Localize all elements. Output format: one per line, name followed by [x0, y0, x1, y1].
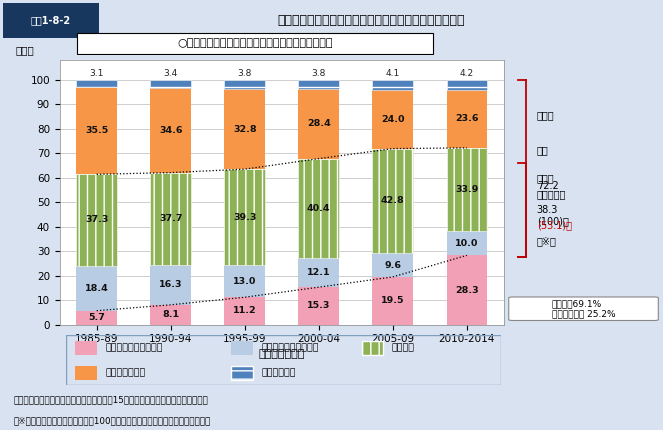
Text: 4.1: 4.1 [386, 69, 400, 78]
FancyBboxPatch shape [231, 366, 253, 380]
Text: 8.1: 8.1 [162, 310, 179, 319]
Text: 11.2: 11.2 [233, 307, 257, 316]
Text: 3.8: 3.8 [237, 69, 252, 77]
Bar [76, 174, 117, 266]
Text: 28.4: 28.4 [307, 120, 331, 129]
Text: (53.1)％: (53.1)％ [537, 220, 572, 230]
Text: 10.0: 10.0 [455, 239, 479, 248]
Text: ○約５割の女性が出産・育児により離職している。: ○約５割の女性が出産・育児により離職している。 [178, 38, 333, 48]
Text: （％）: （％） [15, 45, 34, 55]
Bar [446, 255, 487, 325]
Text: 3.1: 3.1 [90, 69, 104, 78]
Text: 16.3: 16.3 [159, 280, 182, 289]
Text: 就業継続（育休なし）: 就業継続（育休なし） [262, 344, 319, 353]
Text: (100)％: (100)％ [537, 216, 569, 226]
Bar [373, 277, 413, 325]
Bar [373, 149, 413, 253]
Bar [76, 87, 117, 174]
Text: 5.7: 5.7 [88, 313, 105, 322]
Bar [151, 305, 191, 325]
Text: 出産前: 出産前 [537, 110, 554, 120]
FancyBboxPatch shape [361, 341, 383, 355]
Text: 18.4: 18.4 [85, 284, 109, 293]
Text: 13.0: 13.0 [233, 277, 257, 286]
Text: 23.6: 23.6 [455, 114, 479, 123]
Text: 40.4: 40.4 [307, 203, 331, 212]
FancyBboxPatch shape [78, 33, 433, 54]
Text: 37.3: 37.3 [85, 215, 108, 224]
Bar [151, 80, 191, 88]
FancyBboxPatch shape [231, 341, 253, 355]
Text: 12.1: 12.1 [307, 268, 331, 277]
Text: 9.6: 9.6 [385, 261, 401, 270]
Bar [224, 80, 265, 89]
Text: 有職: 有職 [537, 145, 548, 156]
Text: 39.3: 39.3 [233, 213, 257, 222]
Text: （※）: （※） [537, 236, 557, 246]
Text: 第１子出生年別にみた、第１子出産前後の妻の就業変化: 第１子出生年別にみた、第１子出産前後の妻の就業変化 [278, 14, 465, 27]
Bar [298, 80, 339, 89]
Bar [151, 88, 191, 172]
Text: 28.3: 28.3 [455, 286, 479, 295]
Bar [446, 148, 487, 231]
Bar [224, 89, 265, 169]
Text: 出産退職: 出産退職 [392, 344, 415, 353]
Text: 38.3: 38.3 [537, 205, 558, 215]
Text: その他・不詳: その他・不詳 [262, 368, 296, 377]
Text: 19.5: 19.5 [381, 296, 404, 305]
Bar [373, 90, 413, 149]
Text: 24.0: 24.0 [381, 115, 404, 124]
Bar [298, 89, 339, 159]
Bar [446, 90, 487, 148]
Text: 正規の職69.1%
パート・派遣 25.2%: 正規の職69.1% パート・派遣 25.2% [552, 299, 615, 319]
Bar [298, 287, 339, 325]
FancyBboxPatch shape [75, 366, 97, 380]
FancyBboxPatch shape [75, 341, 97, 355]
Bar [151, 172, 191, 265]
Text: 3.4: 3.4 [164, 69, 178, 77]
Bar [76, 311, 117, 325]
Bar [151, 265, 191, 305]
Bar [224, 169, 265, 265]
Text: 33.9: 33.9 [455, 185, 479, 194]
Bar [446, 231, 487, 255]
Text: 4.2: 4.2 [460, 69, 474, 78]
Text: 妊娠前から無職: 妊娠前から無職 [105, 368, 146, 377]
Bar [298, 258, 339, 287]
Bar [373, 80, 413, 90]
Text: 出産後: 出産後 [537, 173, 554, 184]
Bar [224, 265, 265, 297]
Text: 継続就業率: 継続就業率 [537, 189, 566, 199]
Text: （※）（　）内は出産前有職者を100として、出産後の継続就業者の割合を算出: （※）（ ）内は出産前有職者を100として、出産後の継続就業者の割合を算出 [13, 416, 210, 425]
Text: 42.8: 42.8 [381, 197, 404, 206]
Text: 37.7: 37.7 [159, 214, 182, 223]
Text: 34.6: 34.6 [159, 126, 182, 135]
Text: 32.8: 32.8 [233, 125, 257, 133]
Bar [373, 253, 413, 277]
Bar [76, 80, 117, 87]
Text: 3.8: 3.8 [312, 69, 326, 78]
Text: 35.5: 35.5 [85, 126, 108, 135]
Text: 資料：国立社会保障・人口問題研究所「第15回出生動向基本調査（夫婦調査）」: 資料：国立社会保障・人口問題研究所「第15回出生動向基本調査（夫婦調査）」 [13, 395, 208, 404]
FancyBboxPatch shape [3, 3, 99, 37]
Bar [224, 297, 265, 325]
Bar [446, 80, 487, 90]
X-axis label: 子どもの出生年: 子どもの出生年 [259, 349, 305, 359]
Text: 15.3: 15.3 [307, 301, 330, 310]
Text: 72.2: 72.2 [537, 181, 558, 191]
Bar [298, 159, 339, 258]
Text: 図表1-8-2: 図表1-8-2 [31, 15, 71, 25]
Bar [76, 266, 117, 311]
FancyBboxPatch shape [509, 297, 658, 320]
Text: 就業継続（育休利用）: 就業継続（育休利用） [105, 344, 163, 353]
